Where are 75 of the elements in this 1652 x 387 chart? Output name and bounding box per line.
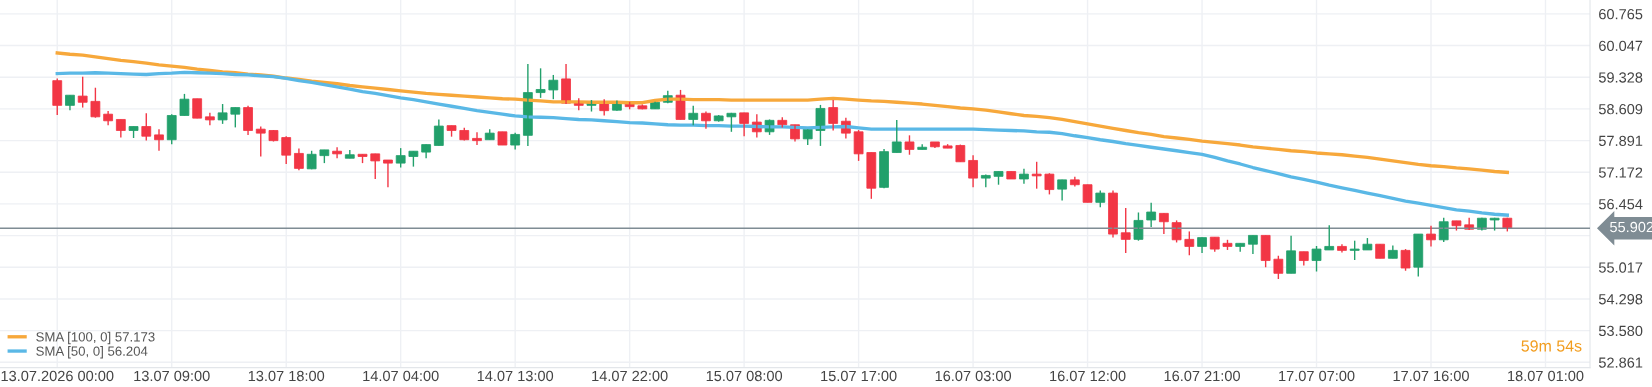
candlestick (688, 105, 699, 126)
candlestick (904, 134, 915, 156)
candlestick (1349, 239, 1360, 261)
candlestick (1311, 245, 1322, 273)
line-series (55, 51, 1509, 175)
legend-label: SMA [50, 0] 56.204 (36, 346, 148, 359)
candlestick (930, 141, 940, 149)
x-tick-label: 14.07 04:00 (363, 370, 439, 382)
candlestick (1133, 211, 1144, 242)
x-tick-label: 17.07 16:00 (1393, 370, 1469, 382)
candlestick (52, 77, 63, 116)
candlestick (395, 147, 406, 169)
candlestick (205, 112, 215, 126)
candlestick (1184, 230, 1195, 256)
y-tick-label: 60.047 (1599, 40, 1643, 51)
candlestick (1324, 224, 1335, 251)
candlestick (306, 150, 317, 170)
candlestick (77, 76, 88, 109)
x-tick-label: 13.07 18:00 (248, 370, 325, 382)
y-tick-label: 56.454 (1598, 199, 1643, 210)
candlestick (535, 67, 546, 99)
candlestick (675, 89, 686, 121)
candlestick (548, 74, 559, 100)
candlestick (383, 159, 393, 189)
x-tick-label: 17.07 07:00 (1279, 370, 1355, 382)
candlestick (90, 87, 101, 119)
candlestick (815, 104, 826, 147)
y-tick-label: 59.328 (1598, 72, 1643, 83)
x-tick-label: 15.07 08:00 (706, 370, 783, 382)
x-tick-label: 14.07 13:00 (477, 370, 554, 382)
x-tick-label: 15.07 17:00 (821, 370, 897, 382)
candlestick (1273, 254, 1284, 280)
y-tick-label: 52.861 (1598, 357, 1643, 368)
candlestick (281, 135, 292, 165)
annotation: 59m 54s (1521, 340, 1582, 352)
candlestick (1057, 179, 1067, 202)
y-tick-label: 57.172 (1598, 167, 1643, 178)
candlestick (1044, 172, 1055, 196)
candlestick (1375, 243, 1385, 260)
x-tick-label: 16.07 21:00 (1164, 370, 1240, 382)
candlestick (1400, 248, 1411, 272)
x-tick-label: 16.07 03:00 (935, 370, 1012, 382)
candlestick (1413, 233, 1424, 278)
candlestick (217, 103, 228, 125)
candlestick (1171, 219, 1182, 244)
candlestick (1031, 161, 1042, 190)
x-tick-label: 13.07 09:00 (134, 370, 210, 382)
x-tick-label: 14.07 22:00 (592, 370, 668, 382)
candlestick (891, 119, 902, 154)
legend-label: SMA [100, 0] 57.173 (36, 331, 155, 345)
candlestick (179, 93, 190, 117)
y-tick-label: 54.298 (1598, 294, 1643, 305)
candlestick (853, 129, 864, 162)
candlestick (370, 153, 381, 180)
candlestick (1019, 168, 1029, 185)
x-tick-label: 16.07 12:00 (1050, 370, 1126, 382)
y-tick-label: 60.765 (1599, 8, 1643, 20)
y-tick-label: 53.580 (1598, 325, 1643, 337)
candlestick (726, 112, 737, 133)
y-tick-label: 57.891 (1598, 135, 1643, 147)
y-tick-label: 55.017 (1598, 262, 1643, 273)
candlestick (866, 151, 877, 200)
candlestick (1260, 234, 1271, 268)
candlestick (166, 113, 177, 145)
candlestick (255, 125, 266, 158)
candlestick (1120, 207, 1131, 254)
candlestick (1146, 202, 1157, 228)
y-tick-label: 58.609 (1598, 104, 1643, 115)
x-tick-label: 13.07.2026 00:00 (1, 370, 114, 382)
x-tick-label: 18.07 01:00 (1508, 370, 1584, 382)
candlestick (192, 98, 203, 119)
candlestick (141, 112, 152, 142)
candlestick (421, 143, 431, 159)
candlestick (650, 101, 660, 110)
candlestick (230, 106, 241, 129)
